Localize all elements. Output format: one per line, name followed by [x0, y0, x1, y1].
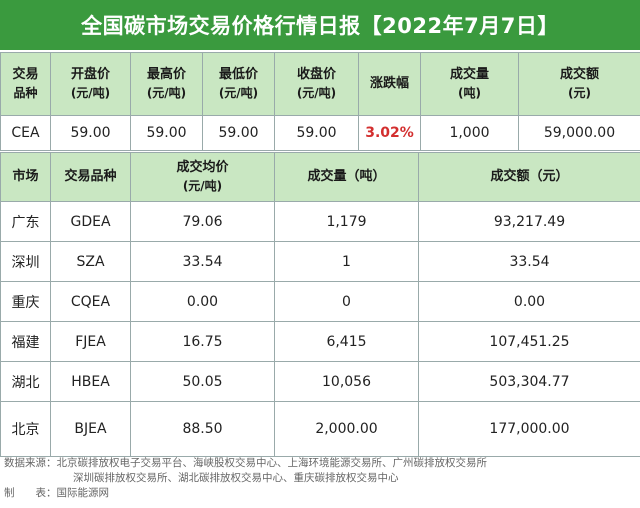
volume-cell: 1,179 [274, 201, 419, 242]
summary-cell-volume: 1,000 [420, 115, 519, 151]
product-cell: BJEA [50, 401, 131, 457]
volume-cell: 6,415 [274, 321, 419, 362]
avg-price-cell: 79.06 [130, 201, 275, 242]
source-note: 数据来源：北京碳排放权电子交易平台、海峡股权交易中心、上海环境能源交易所、广州碳… [4, 456, 640, 501]
summary-header-cell: 交易 品种 [0, 52, 51, 116]
summary-cell-low: 59.00 [202, 115, 275, 151]
product-cell: FJEA [50, 321, 131, 362]
amount-cell: 503,304.77 [418, 361, 640, 402]
source-line-1: 数据来源：北京碳排放权电子交易平台、海峡股权交易中心、上海环境能源交易所、广州碳… [4, 457, 487, 469]
summary-cell-change: 3.02% [358, 115, 421, 151]
amount-cell: 93,217.49 [418, 201, 640, 242]
source-line-2: 深圳碳排放权交易所、湖北碳排放权交易中心、重庆碳排放权交易中心 [73, 472, 399, 484]
volume-cell: 2,000.00 [274, 401, 419, 457]
table-row: 湖北 HBEA 50.05 10,056 503,304.77 [0, 361, 640, 402]
avg-price-cell: 33.54 [130, 241, 275, 282]
summary-data-row: CEA 59.00 59.00 59.00 59.00 3.02% 1,000 … [0, 115, 640, 151]
table-row: 福建 FJEA 16.75 6,415 107,451.25 [0, 321, 640, 362]
summary-cell-close: 59.00 [274, 115, 359, 151]
source-line-3: 制 表：国际能源网 [4, 487, 109, 499]
market-cell: 深圳 [0, 241, 51, 282]
market-cell: 广东 [0, 201, 51, 242]
summary-header-cell: 开盘价 (元/吨) [50, 52, 131, 116]
table-row: 重庆 CQEA 0.00 0 0.00 [0, 281, 640, 322]
table-row: 广东 GDEA 79.06 1,179 93,217.49 [0, 201, 640, 242]
market-cell: 福建 [0, 321, 51, 362]
amount-cell: 107,451.25 [418, 321, 640, 362]
summary-header-cell: 涨跌幅 [358, 52, 421, 116]
volume-cell: 0 [274, 281, 419, 322]
market-cell: 北京 [0, 401, 51, 457]
avg-price-cell: 16.75 [130, 321, 275, 362]
amount-cell: 177,000.00 [418, 401, 640, 457]
table-row: 深圳 SZA 33.54 1 33.54 [0, 241, 640, 282]
amount-cell: 0.00 [418, 281, 640, 322]
avg-price-cell: 88.50 [130, 401, 275, 457]
market-cell: 湖北 [0, 361, 51, 402]
summary-header-cell: 最低价 (元/吨) [202, 52, 275, 116]
product-cell: SZA [50, 241, 131, 282]
avg-price-cell: 50.05 [130, 361, 275, 402]
summary-cell-open: 59.00 [50, 115, 131, 151]
summary-table: 交易 品种 开盘价 (元/吨) 最高价 (元/吨) 最低价 (元/吨) 收盘价 (元/吨)… [0, 52, 640, 151]
summary-cell-amount: 59,000.00 [518, 115, 640, 151]
header-market: 市场 [0, 152, 51, 202]
summary-header-cell: 成交量 (吨) [420, 52, 519, 116]
summary-header-row: 交易 品种 开盘价 (元/吨) 最高价 (元/吨) 最低价 (元/吨) 收盘价 (元/吨)… [0, 52, 640, 116]
volume-cell: 1 [274, 241, 419, 282]
regional-header-row: 市场 交易品种 成交均价 (元/吨) 成交量（吨） 成交额（元） [0, 152, 640, 202]
product-cell: HBEA [50, 361, 131, 402]
regional-table: 市场 交易品种 成交均价 (元/吨) 成交量（吨） 成交额（元） 广东 GDEA … [0, 152, 640, 457]
volume-cell: 10,056 [274, 361, 419, 402]
report-title: 全国碳市场交易价格行情日报【2022年7月7日】 [0, 0, 640, 50]
summary-header-cell: 收盘价 (元/吨) [274, 52, 359, 116]
table-row: 北京 BJEA 88.50 2,000.00 177,000.00 [0, 401, 640, 457]
header-product: 交易品种 [50, 152, 131, 202]
header-amount: 成交额（元） [418, 152, 640, 202]
summary-header-cell: 最高价 (元/吨) [130, 52, 203, 116]
header-avg-price: 成交均价 (元/吨) [130, 152, 275, 202]
amount-cell: 33.54 [418, 241, 640, 282]
summary-header-cell: 成交额 (元) [518, 52, 640, 116]
summary-cell-product: CEA [0, 115, 51, 151]
header-volume: 成交量（吨） [274, 152, 419, 202]
product-cell: CQEA [50, 281, 131, 322]
avg-price-cell: 0.00 [130, 281, 275, 322]
market-cell: 重庆 [0, 281, 51, 322]
summary-cell-high: 59.00 [130, 115, 203, 151]
product-cell: GDEA [50, 201, 131, 242]
